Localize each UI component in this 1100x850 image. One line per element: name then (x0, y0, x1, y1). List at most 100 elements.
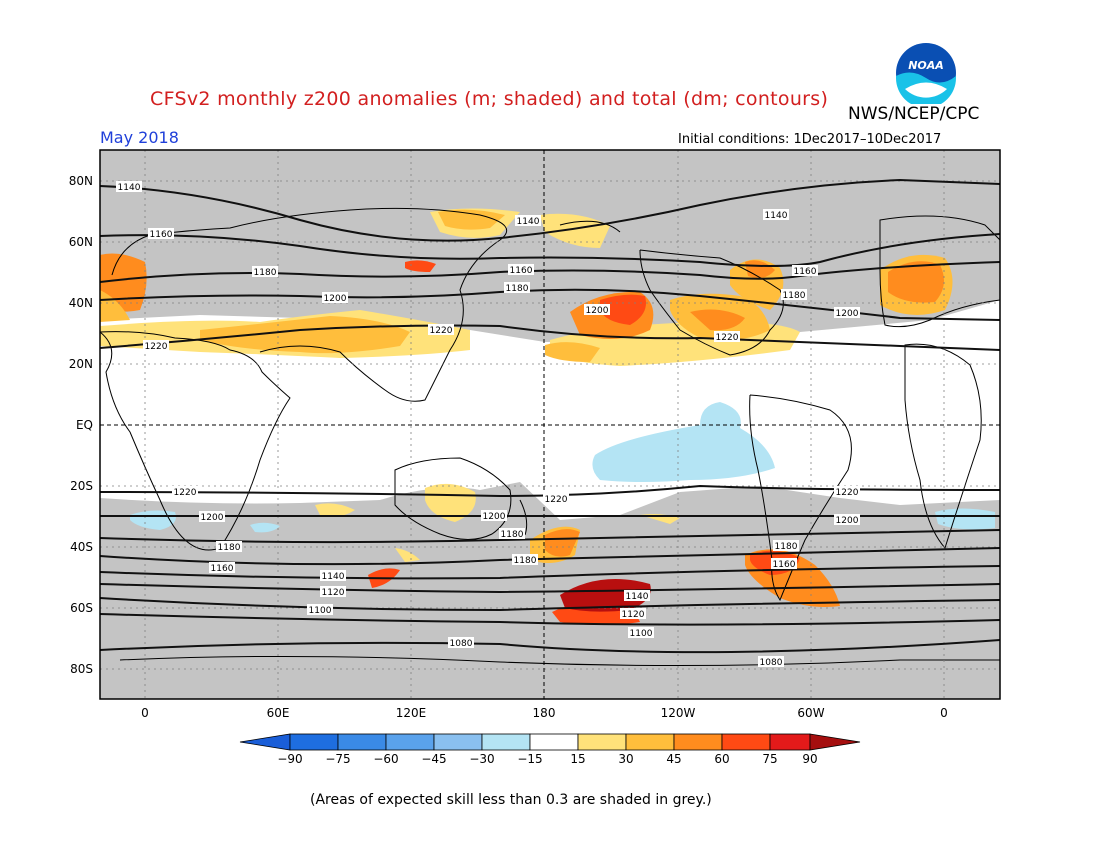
contour-label: 1200 (834, 514, 860, 526)
svg-text:1180: 1180 (783, 291, 806, 301)
svg-text:1200: 1200 (836, 516, 859, 526)
colorbar-bin (289, 733, 339, 751)
colorbar-tick: −45 (421, 752, 446, 766)
lon-label: 120W (661, 706, 696, 720)
colorbar-tick: 75 (762, 752, 777, 766)
contour-label: 1160 (148, 228, 174, 240)
svg-text:1180: 1180 (501, 530, 524, 540)
contour-label: 1180 (781, 289, 807, 301)
contour-label: 1220 (172, 486, 198, 498)
contour-label: 1180 (512, 554, 538, 566)
contour-label: 1220 (428, 324, 454, 336)
colorbar-high-arrow (809, 733, 861, 751)
contour-label: 1180 (773, 540, 799, 552)
contour-label: 1160 (209, 562, 235, 574)
lon-label: 60E (267, 706, 290, 720)
contour-label: 1080 (448, 637, 474, 649)
lon-label: 0 (940, 706, 948, 720)
svg-text:1200: 1200 (324, 294, 347, 304)
longitude-labels: 0 60E 120E 180 120W 60W 0 (141, 706, 948, 720)
contour-label: 1140 (763, 209, 789, 221)
svg-text:1180: 1180 (218, 543, 241, 553)
svg-text:1140: 1140 (517, 217, 540, 227)
contour-label: 1200 (322, 292, 348, 304)
lon-label: 180 (533, 706, 556, 720)
colorbar-bin (433, 733, 483, 751)
contour-label: 1200 (834, 307, 860, 319)
lat-label: 20N (69, 357, 93, 371)
noaa-logo-text: NOAA (908, 59, 944, 72)
map-frame (99, 149, 1001, 700)
lon-label: 60W (797, 706, 824, 720)
svg-text:1200: 1200 (483, 512, 506, 522)
svg-text:1160: 1160 (773, 560, 796, 570)
lon-label: 120E (396, 706, 427, 720)
colorbar-tick: −75 (325, 752, 350, 766)
colorbar-tick: 90 (802, 752, 817, 766)
svg-text:1180: 1180 (514, 556, 537, 566)
contour-label: 1180 (504, 282, 530, 294)
contour-label: 1140 (624, 590, 650, 602)
lat-label: 60S (70, 601, 93, 615)
latitude-labels: 80N 60N 40N 20N EQ 20S 40S 60S 80S (69, 174, 93, 676)
svg-text:1080: 1080 (450, 639, 473, 649)
colorbar-tick: −15 (517, 752, 542, 766)
svg-text:1180: 1180 (775, 542, 798, 552)
contour-label: 1120 (620, 608, 646, 620)
contour-label: 1220 (543, 493, 569, 505)
svg-text:1140: 1140 (118, 183, 141, 193)
contour-label: 1220 (714, 331, 740, 343)
colorbar (239, 733, 861, 751)
contour-label: 1180 (252, 266, 278, 278)
svg-text:1200: 1200 (586, 306, 609, 316)
contour-label: 1200 (584, 304, 610, 316)
contour-label: 1180 (216, 541, 242, 553)
svg-text:1200: 1200 (201, 513, 224, 523)
svg-text:1140: 1140 (626, 592, 649, 602)
chart-title: CFSv2 monthly z200 anomalies (m; shaded)… (150, 88, 829, 110)
contour-label: 1100 (628, 627, 654, 639)
svg-text:1120: 1120 (322, 588, 345, 598)
svg-text:1160: 1160 (211, 564, 234, 574)
colorbar-tick: −30 (469, 752, 494, 766)
contour-label: 1220 (834, 486, 860, 498)
colorbar-tick: 60 (714, 752, 729, 766)
colorbar-bin (673, 733, 723, 751)
svg-text:1220: 1220 (836, 488, 859, 498)
contour-label: 1140 (320, 570, 346, 582)
svg-text:1180: 1180 (254, 268, 277, 278)
colorbar-bin (769, 733, 811, 751)
colorbar-bin (385, 733, 435, 751)
contour-label: 1160 (508, 264, 534, 276)
colorbar-ticks: −90 −75 −60 −45 −30 −15 15 30 45 60 75 9… (277, 752, 817, 766)
lat-label: 60N (69, 235, 93, 249)
forecast-month: May 2018 (100, 128, 179, 147)
colorbar-tick: 30 (618, 752, 633, 766)
contour-label: 1200 (481, 510, 507, 522)
svg-text:1200: 1200 (836, 309, 859, 319)
lon-label: 0 (141, 706, 149, 720)
svg-text:1120: 1120 (622, 610, 645, 620)
svg-text:1220: 1220 (174, 488, 197, 498)
contour-label: 1080 (758, 656, 784, 668)
contour-label: 1160 (792, 265, 818, 277)
colorbar-bin (481, 733, 531, 751)
skill-footnote: (Areas of expected skill less than 0.3 a… (310, 792, 712, 808)
colorbar-bin (529, 733, 579, 751)
lat-label: 40S (70, 540, 93, 554)
svg-text:1220: 1220 (145, 342, 168, 352)
svg-text:1160: 1160 (150, 230, 173, 240)
contour-label: 1220 (143, 340, 169, 352)
contour-label: 1180 (499, 528, 525, 540)
lat-label: 20S (70, 479, 93, 493)
colorbar-bin (625, 733, 675, 751)
colorbar-tick: 45 (666, 752, 681, 766)
contour-label: 1100 (307, 604, 333, 616)
contour-label: 1140 (515, 215, 541, 227)
svg-text:1160: 1160 (510, 266, 533, 276)
svg-text:1220: 1220 (545, 495, 568, 505)
initial-conditions: Initial conditions: 1Dec2017–10Dec2017 (678, 132, 942, 147)
lat-label: EQ (76, 418, 93, 432)
colorbar-tick: 15 (570, 752, 585, 766)
